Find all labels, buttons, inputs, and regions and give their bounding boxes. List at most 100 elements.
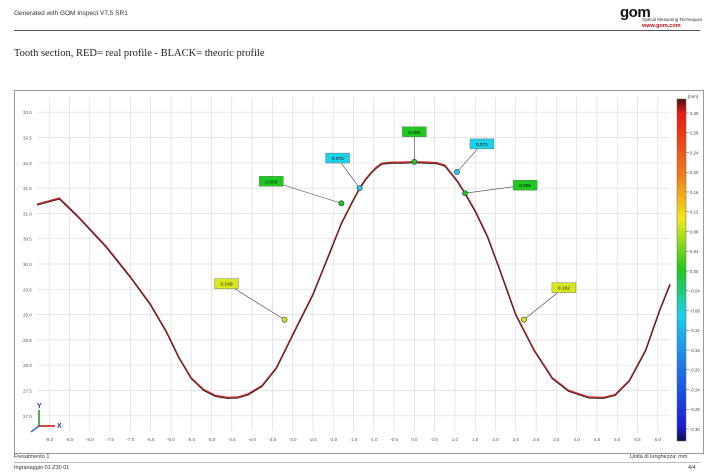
x-tick-label: 2.0: [492, 437, 499, 442]
deviation-label-text: 0.003: [265, 179, 277, 185]
y-tick-label: 27.5: [23, 389, 32, 394]
real-profile-line: [36, 161, 671, 399]
y-tick-label: 30.5: [23, 237, 32, 242]
x-tick-label: -3.5: [268, 437, 276, 442]
deviation-label-text: 0.071: [476, 142, 488, 148]
x-tick-label: 0.5: [432, 437, 439, 442]
deviation-point: [356, 185, 363, 191]
deviation-label-text: 0.073: [332, 156, 344, 162]
y-tick-label: 29.0: [23, 313, 32, 318]
deviation-label-box: [325, 152, 350, 164]
deviation-point: [411, 158, 418, 165]
color-scale-tick-label: -0.20: [690, 368, 700, 373]
page-number: 4/4: [688, 465, 696, 471]
footer-unit-label: Unità di lunghezza: mm: [630, 454, 688, 460]
y-tick-label: 31.5: [23, 186, 32, 191]
x-tick-label: -8.5: [66, 437, 74, 442]
tooth-profile-chart: 33.0 32.5 32.0 31.5 31.0 30.5 30.0 29.5 29.0 28.5…: [23, 94, 700, 442]
gom-logo: gom Optical Measuring Techniques www.gom…: [620, 4, 703, 30]
x-tick-label: -1.0: [370, 437, 378, 442]
color-scale-tick-label: -0.24: [690, 387, 700, 392]
x-tick-label: -7.5: [106, 437, 114, 442]
x-tick-label: 2.5: [513, 437, 520, 442]
color-scale-tick-label: 0.08: [690, 229, 699, 234]
axis-triad-x-label: X: [57, 423, 62, 430]
y-tick-label: 32.5: [23, 135, 32, 140]
x-tick-label: 4.0: [574, 437, 581, 442]
generator-label: Generated with GOM Inspect V7.5 SR1: [14, 10, 128, 17]
color-scale-tick-label: -0.30: [690, 427, 700, 432]
footer-left-top: Fresatmento 1: [14, 454, 50, 460]
deviation-label-box: [259, 176, 284, 187]
logo-text: gom: [620, 4, 651, 21]
deviation-point: [521, 316, 527, 323]
x-tick-label: -5.5: [187, 437, 195, 442]
color-scale-tick-label: 0.16: [690, 190, 699, 195]
x-tick-label: 6.0: [655, 437, 662, 442]
x-tick-label: -7.0: [126, 437, 134, 442]
x-tick-label: -3.0: [289, 437, 297, 442]
logo-subtitle: Optical Measuring Techniques: [642, 17, 703, 22]
deviation-leader-line: [226, 283, 285, 320]
x-tick-label: 1.0: [452, 437, 459, 442]
color-scale-tick-label: -0.16: [690, 348, 700, 353]
y-tick-label: 32.0: [23, 161, 32, 166]
deviation-label-text: 0.005: [519, 183, 531, 189]
color-scale-unit: [mm]: [688, 94, 698, 99]
footer-left-bottom: Ingranaggio 01 Z30 01: [14, 465, 70, 471]
page-title: Tooth section, RED= real profile - BLACK…: [14, 48, 265, 59]
x-tick-label: -4.5: [228, 437, 236, 442]
y-tick-label: 29.5: [23, 287, 32, 292]
y-tick-label: 30.0: [23, 262, 32, 267]
color-scale-tick-label: -0.12: [690, 328, 700, 333]
x-tick-label: -6.5: [147, 437, 155, 442]
deviation-label-box: [551, 282, 577, 293]
x-tick-label: 5.5: [634, 437, 641, 442]
deviation-label-text: 0.149: [221, 282, 233, 288]
x-tick-label: 3.5: [553, 437, 560, 442]
color-scale-tick-label: -0.28: [690, 407, 700, 412]
x-tick-label: -8.0: [86, 437, 94, 442]
y-tick-label: 33.0: [23, 110, 32, 115]
footer-divider: [14, 462, 700, 463]
header-divider: [14, 30, 700, 31]
x-tick-label: -2.0: [329, 437, 337, 442]
theoric-profile-line: [36, 162, 671, 399]
axis-triad-z: [30, 425, 40, 433]
deviation-label-box: [402, 126, 427, 137]
chart-frame: 33.0 32.5 32.0 31.5 31.0 30.5 30.0 29.5 29.0 28.5…: [14, 90, 704, 454]
deviation-point: [454, 168, 460, 175]
x-tick-label: 4.5: [594, 437, 601, 442]
color-scale-tick-label: 0.20: [690, 170, 699, 175]
color-scale-tick-label: 0.04: [690, 249, 699, 254]
color-scale-tick-label: 0.30: [690, 111, 699, 116]
deviation-point: [281, 316, 288, 323]
deviation-label-box: [214, 278, 239, 289]
x-tick-label: -1.5: [350, 437, 358, 442]
deviation-point: [462, 190, 468, 197]
color-scale-tick-label: -0.08: [690, 308, 700, 313]
color-scale-tick-label: -0.04: [690, 289, 700, 294]
y-tick-label: 27.0: [23, 414, 32, 419]
x-tick-label: -6.0: [167, 437, 175, 442]
axis-triad-y-label: Y: [37, 403, 42, 410]
y-tick-label: 28.5: [23, 338, 32, 343]
color-scale-tick-label: 0.24: [690, 150, 699, 155]
x-tick-label: -9.0: [45, 437, 53, 442]
x-tick-label: 3.0: [533, 437, 540, 442]
x-tick-label: 0.0: [411, 437, 418, 442]
deviation-label-text: 0.162: [558, 286, 570, 292]
color-scale-tick-label: 0.12: [690, 210, 699, 215]
x-tick-label: 1.5: [472, 437, 479, 442]
y-tick-label: 31.0: [23, 211, 32, 216]
deviation-leader-line: [523, 287, 565, 320]
deviation-label-box: [512, 179, 538, 191]
deviation-point: [338, 200, 345, 207]
logo-url: www.gom.com: [642, 23, 681, 29]
x-tick-label: -0.5: [390, 437, 398, 442]
x-tick-label: 5.0: [614, 437, 621, 442]
color-scale-bar: [676, 98, 687, 442]
deviation-label-text: 0.000: [408, 130, 420, 136]
color-scale-tick-label: 0.00: [690, 269, 699, 274]
deviation-label-box: [469, 138, 495, 150]
